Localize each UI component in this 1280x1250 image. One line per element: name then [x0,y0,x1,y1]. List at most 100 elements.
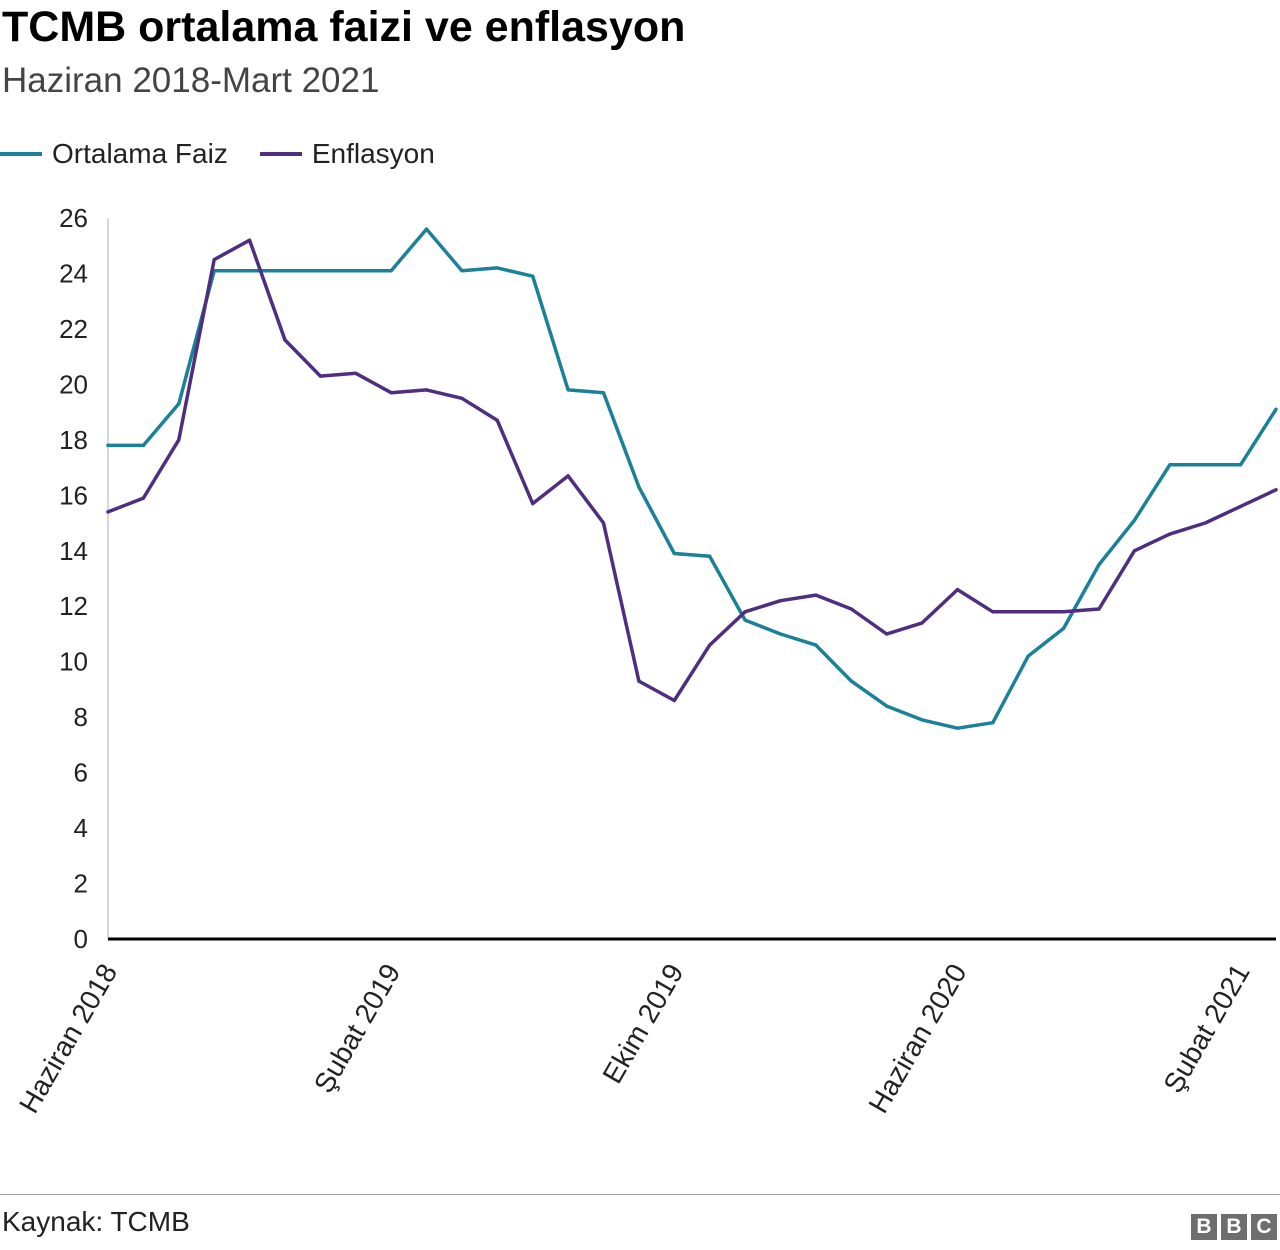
x-tick-label: Haziran 2020 [863,959,973,1119]
data-point [318,374,322,378]
y-tick-label: 12 [59,591,88,621]
series-lines [106,227,1278,730]
legend-item-faiz: Ortalama Faiz [0,138,228,170]
y-tick-label: 14 [59,536,88,566]
data-point [566,388,570,392]
data-point [354,269,358,273]
data-point [814,643,818,647]
data-point [1274,407,1278,411]
data-point [743,610,747,614]
data-point [778,599,783,603]
data-point [672,551,676,556]
data-point [601,391,606,395]
y-tick-label: 18 [59,425,88,455]
x-axis-ticks: Haziran 2018 Şubat 2019 Ekim 2019 Haziran 2… [13,959,1256,1119]
data-point [531,502,535,506]
series-line-ortalama-faiz [106,227,1278,730]
legend-swatch-faiz [0,152,42,156]
data-point [885,704,889,708]
data-point [920,621,924,625]
y-tick-label: 20 [59,369,88,399]
data-point [141,496,145,500]
legend-label-faiz: Ortalama Faiz [52,138,228,169]
x-tick-label: Şubat 2019 [308,959,406,1099]
y-tick-label: 26 [59,203,88,233]
x-tick-label: Şubat 2021 [1157,959,1255,1099]
data-point [920,718,924,722]
data-point [495,418,499,422]
data-point [1203,521,1207,525]
data-point [566,474,570,478]
data-point [212,258,216,262]
data-point [460,396,464,400]
data-point [460,269,464,273]
data-point [778,632,783,636]
bbc-logo-letter: C [1251,1214,1277,1240]
data-point [1097,563,1101,567]
y-tick-label: 6 [74,758,88,788]
data-point [531,274,535,278]
legend-label-enflasyon: Enflasyon [311,138,435,169]
data-point [1097,607,1101,611]
data-point [106,443,110,447]
data-point [1026,654,1030,658]
y-tick-label: 22 [59,314,88,344]
data-point [743,618,747,622]
data-point [1062,626,1066,631]
data-point [495,266,499,270]
data-point [991,721,995,725]
data-point [283,338,287,342]
bbc-logo-letter: B [1191,1214,1217,1240]
data-point [885,632,889,636]
data-point [637,679,641,683]
data-point [318,269,322,273]
data-point [955,588,960,592]
data-point [601,521,606,525]
data-point [354,371,358,375]
data-point [389,391,393,395]
bbc-logo: B B C [1187,1214,1277,1240]
data-point [1026,610,1030,614]
data-point [1274,488,1278,492]
data-point [248,269,252,273]
data-point [849,679,853,683]
data-point [1203,463,1207,467]
x-tick-label: Ekim 2019 [597,959,690,1089]
data-point [849,607,853,611]
x-tick-label: Haziran 2018 [13,959,123,1119]
footer-divider [0,1194,1280,1195]
data-point [389,269,393,273]
data-point [1062,610,1066,614]
data-point [1168,463,1172,467]
data-point [991,610,995,614]
legend-item-enflasyon: Enflasyon [259,138,435,170]
data-point [1239,504,1243,508]
data-point [177,402,181,406]
data-point [708,643,712,647]
data-point [1239,463,1243,467]
data-point [1132,518,1136,522]
data-point [248,238,252,242]
y-tick-label: 10 [59,647,88,677]
data-point [955,726,960,730]
data-point [637,485,641,489]
data-point [708,554,712,558]
data-point [283,269,287,273]
data-point [141,443,145,447]
series-line-enflasyon [106,238,1278,703]
legend-swatch-enflasyon [259,152,302,156]
source-note: Kaynak: TCMB [2,1206,190,1237]
data-point [424,227,429,231]
chart-title: TCMB ortalama faizi ve enflasyon [2,3,686,51]
y-tick-label: 0 [74,924,88,954]
data-point [1132,549,1136,553]
data-point [814,593,818,597]
y-tick-label: 2 [74,869,88,899]
data-point [177,438,181,442]
chart-legend: Ortalama Faiz Enflasyon [0,136,467,172]
y-tick-label: 8 [74,702,88,732]
data-point [424,388,429,392]
data-point [672,698,676,703]
